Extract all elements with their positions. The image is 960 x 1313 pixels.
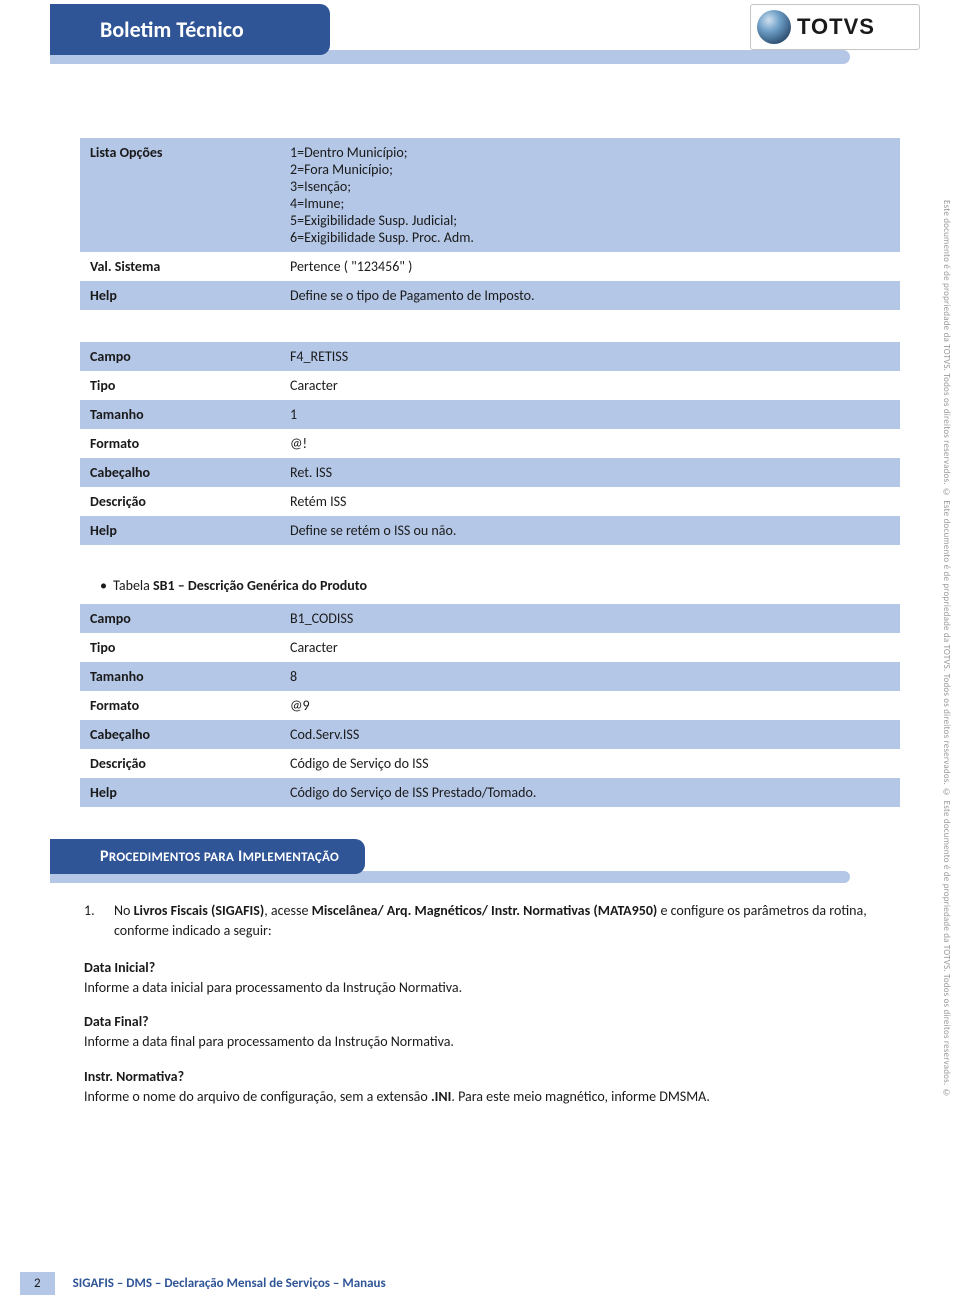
item-number: 1. (84, 901, 100, 942)
question: Data Inicial? (84, 958, 900, 978)
copyright-side-text: Este documento é de propriedade da TOTVS… (941, 200, 952, 1100)
answer: Informe a data final para processamento … (84, 1032, 900, 1052)
field-value: 8 (280, 662, 900, 691)
field-value: @! (280, 429, 900, 458)
field-key: Descrição (80, 749, 280, 778)
logo-text: TOTVS (797, 14, 875, 40)
field-key: Descrição (80, 487, 280, 516)
text-bold: .INI (431, 1088, 451, 1105)
section-heading-wrap: PROCEDIMENTOS PARA IMPLEMENTAÇÃO (50, 839, 900, 877)
field-value: @9 (280, 691, 900, 720)
page-title: Boletim Técnico (50, 4, 330, 55)
table-row: Descrição Código de Serviço do ISS (80, 749, 900, 778)
field-value: F4_RETISS (280, 342, 900, 371)
field-key: Tamanho (80, 662, 280, 691)
text-part: . Para este meio magnético, informe DMSM… (451, 1088, 710, 1105)
field-value: Ret. ISS (280, 458, 900, 487)
table-row: Tipo Caracter (80, 371, 900, 400)
field-value: Define se o tipo de Pagamento de Imposto… (280, 281, 900, 310)
field-value: Código do Serviço de ISS Prestado/Tomado… (280, 778, 900, 807)
procedure-item: 1. No Livros Fiscais (SIGAFIS), acesse M… (84, 901, 900, 942)
table-row: Tipo Caracter (80, 633, 900, 662)
table-row: Cabeçalho Cod.Serv.ISS (80, 720, 900, 749)
field-key: Lista Opções (80, 138, 280, 252)
text-part: , acesse (264, 902, 311, 919)
field-key: Tamanho (80, 400, 280, 429)
spec-table-3: Campo B1_CODISS Tipo Caracter Tamanho 8 … (80, 604, 900, 807)
footer: 2 SIGAFIS – DMS – Declaração Mensal de S… (0, 1272, 960, 1295)
field-value: Caracter (280, 371, 900, 400)
bullet-icon: • (100, 577, 110, 594)
header: Boletim Técnico TOTVS (80, 0, 900, 78)
table-row: Help Código do Serviço de ISS Prestado/T… (80, 778, 900, 807)
table-row: Formato @9 (80, 691, 900, 720)
field-key: Help (80, 516, 280, 545)
table-row: Lista Opções 1=Dentro Município; 2=Fora … (80, 138, 900, 252)
field-value: 1 (280, 400, 900, 429)
globe-icon (757, 10, 791, 44)
table-row: Val. Sistema Pertence ( "123456" ) (80, 252, 900, 281)
field-value: 1=Dentro Município; 2=Fora Município; 3=… (280, 138, 900, 252)
field-key: Campo (80, 604, 280, 633)
field-key: Cabeçalho (80, 720, 280, 749)
table-row: Cabeçalho Ret. ISS (80, 458, 900, 487)
field-value: Define se retém o ISS ou não. (280, 516, 900, 545)
spec-table-2: Campo F4_RETISS Tipo Caracter Tamanho 1 … (80, 342, 900, 545)
caption-text: Tabela SB1 – Descrição Genérica do Produ… (113, 577, 367, 594)
field-key: Tipo (80, 371, 280, 400)
qa-block: Data Final? Informe a data final para pr… (84, 1012, 900, 1053)
field-key: Help (80, 778, 280, 807)
qa-block: Data Inicial? Informe a data inicial par… (84, 958, 900, 999)
procedures-block: 1. No Livros Fiscais (SIGAFIS), acesse M… (84, 901, 900, 1107)
text-part: Informe o nome do arquivo de configuraçã… (84, 1088, 431, 1105)
question: Instr. Normativa? (84, 1067, 900, 1087)
footer-text: SIGAFIS – DMS – Declaração Mensal de Ser… (73, 1276, 386, 1291)
page: Boletim Técnico TOTVS Lista Opções 1=Den… (0, 0, 960, 1313)
answer: Informe o nome do arquivo de configuraçã… (84, 1087, 900, 1107)
totvs-logo: TOTVS (750, 4, 920, 50)
field-value: Pertence ( "123456" ) (280, 252, 900, 281)
table-row: Help Define se retém o ISS ou não. (80, 516, 900, 545)
text-bold: Livros Fiscais (SIGAFIS) (134, 902, 265, 919)
table-row: Tamanho 1 (80, 400, 900, 429)
text-bold: Miscelânea/ Arq. Magnéticos/ Instr. Norm… (312, 902, 658, 919)
field-key: Tipo (80, 633, 280, 662)
table-row: Help Define se o tipo de Pagamento de Im… (80, 281, 900, 310)
field-value: B1_CODISS (280, 604, 900, 633)
field-key: Val. Sistema (80, 252, 280, 281)
field-key: Campo (80, 342, 280, 371)
field-value: Cod.Serv.ISS (280, 720, 900, 749)
table-row: Tamanho 8 (80, 662, 900, 691)
field-value: Caracter (280, 633, 900, 662)
qa-block: Instr. Normativa? Informe o nome do arqu… (84, 1067, 900, 1108)
table-row: Campo F4_RETISS (80, 342, 900, 371)
field-key: Formato (80, 429, 280, 458)
text-part: No (114, 902, 134, 919)
item-text: No Livros Fiscais (SIGAFIS), acesse Misc… (114, 901, 900, 942)
field-key: Help (80, 281, 280, 310)
table-caption: • Tabela SB1 – Descrição Genérica do Pro… (100, 577, 900, 594)
field-key: Cabeçalho (80, 458, 280, 487)
page-number: 2 (20, 1272, 55, 1295)
field-key: Formato (80, 691, 280, 720)
table-row: Formato @! (80, 429, 900, 458)
section-heading: PROCEDIMENTOS PARA IMPLEMENTAÇÃO (50, 839, 365, 874)
table-row: Descrição Retém ISS (80, 487, 900, 516)
field-value: Retém ISS (280, 487, 900, 516)
spec-table-1: Lista Opções 1=Dentro Município; 2=Fora … (80, 138, 900, 310)
answer: Informe a data inicial para processament… (84, 978, 900, 998)
question: Data Final? (84, 1012, 900, 1032)
field-value: Código de Serviço do ISS (280, 749, 900, 778)
table-row: Campo B1_CODISS (80, 604, 900, 633)
